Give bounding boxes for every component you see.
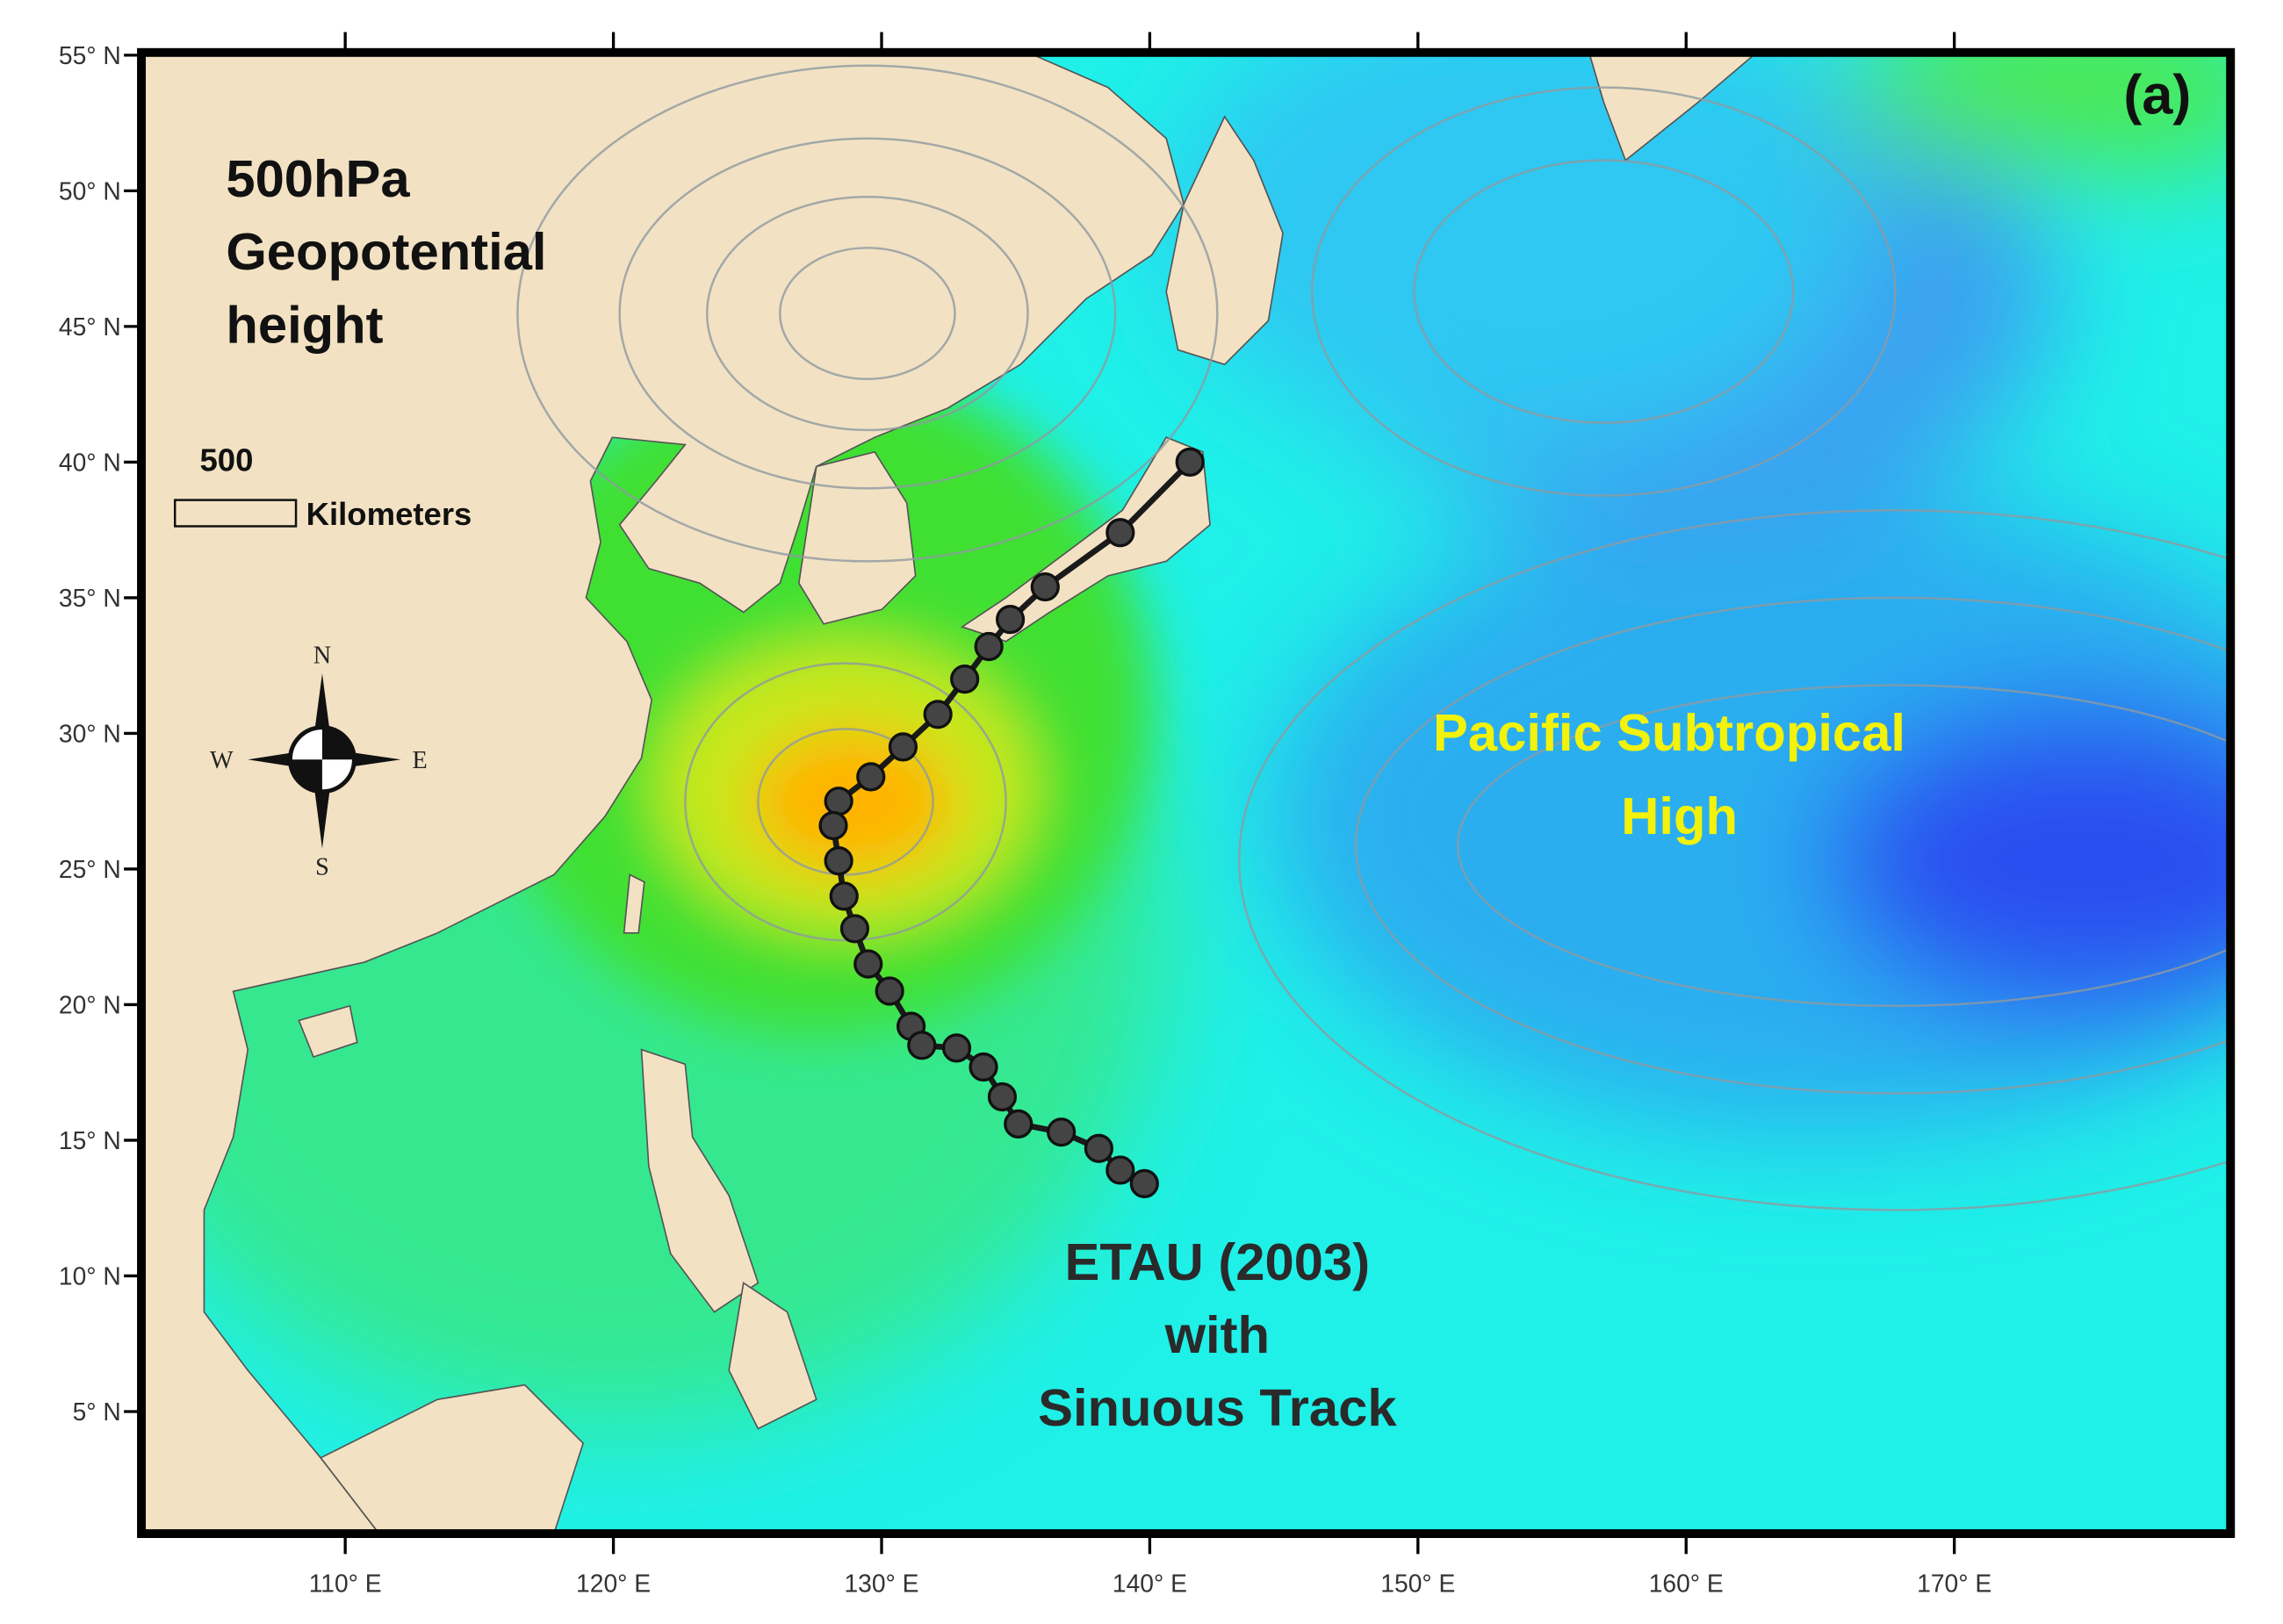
track-point: [853, 949, 883, 979]
track-point: [923, 700, 953, 729]
x-tick-label: 170° E: [1917, 1569, 1991, 1597]
compass-s: S: [315, 853, 329, 880]
map-frame: [137, 47, 2236, 1539]
y-tick-label: 25° N: [59, 855, 121, 883]
track-point: [995, 605, 1026, 635]
compass-w: W: [210, 747, 234, 774]
y-tick-label: 55° N: [59, 41, 121, 69]
scale-bar: [173, 499, 298, 528]
y-tick-label: 50° N: [59, 176, 121, 205]
high-label: Pacific Subtropical: [1433, 703, 1905, 762]
x-tick-label: 130° E: [844, 1569, 918, 1597]
track-label: with: [1164, 1305, 1271, 1364]
x-tick-label: 150° E: [1380, 1569, 1455, 1597]
track-label: Sinuous Track: [1038, 1378, 1397, 1437]
land: [141, 52, 1758, 1534]
y-tick-label: 5° N: [73, 1398, 121, 1426]
field-title: height: [226, 295, 383, 354]
field-title: 500hPa: [226, 149, 410, 208]
track-point: [907, 1031, 937, 1060]
y-tick-label: 35° N: [59, 584, 121, 612]
contours: [516, 64, 2231, 1211]
scale-bar-value: 500: [199, 442, 253, 478]
x-tick-label: 120° E: [576, 1569, 651, 1597]
track-point: [888, 732, 918, 762]
y-tick-label: 30° N: [59, 719, 121, 747]
track-point: [950, 665, 980, 694]
track-point: [1129, 1168, 1159, 1199]
track-point: [829, 881, 859, 911]
axes: 110° E 120° E 130° E 140° E 150° E 160° E 170°…: [59, 32, 1991, 1597]
track-point: [824, 846, 853, 876]
compass-rose: N S E W: [210, 643, 428, 881]
track-point: [1105, 1155, 1135, 1185]
track-label: ETAU (2003): [1065, 1232, 1371, 1291]
y-tick-label: 45° N: [59, 313, 121, 341]
track-point: [1047, 1117, 1077, 1147]
y-tick-label: 10° N: [59, 1261, 121, 1290]
track-point: [1030, 571, 1060, 602]
track-point: [875, 976, 904, 1006]
track-point: [818, 810, 848, 841]
x-tick-label: 160° E: [1649, 1569, 1724, 1597]
high-label: High: [1621, 787, 1738, 845]
x-tick-label: 110° E: [309, 1569, 382, 1597]
scale-bar-unit: Kilometers: [306, 496, 472, 532]
track-point: [1105, 518, 1135, 548]
track-point: [987, 1081, 1018, 1112]
panel-label: (a): [2123, 65, 2191, 126]
y-tick-label: 40° N: [59, 448, 121, 476]
track-point: [1175, 447, 1205, 478]
y-tick-label: 20° N: [59, 990, 121, 1018]
field-title: Geopotential: [226, 222, 546, 281]
track-point: [1084, 1133, 1113, 1163]
compass-n: N: [313, 643, 331, 670]
y-tick-label: 15° N: [59, 1126, 121, 1154]
typhoon-track: [818, 447, 1205, 1199]
x-tick-label: 140° E: [1113, 1569, 1187, 1597]
track-point: [969, 1052, 998, 1082]
track-point: [1004, 1109, 1033, 1139]
track-point: [824, 787, 853, 816]
compass-e: E: [413, 747, 428, 774]
track-point: [856, 762, 886, 792]
track-point: [974, 631, 1004, 662]
track-point: [839, 914, 870, 944]
field: [141, 52, 2231, 1534]
track-point: [941, 1033, 972, 1063]
